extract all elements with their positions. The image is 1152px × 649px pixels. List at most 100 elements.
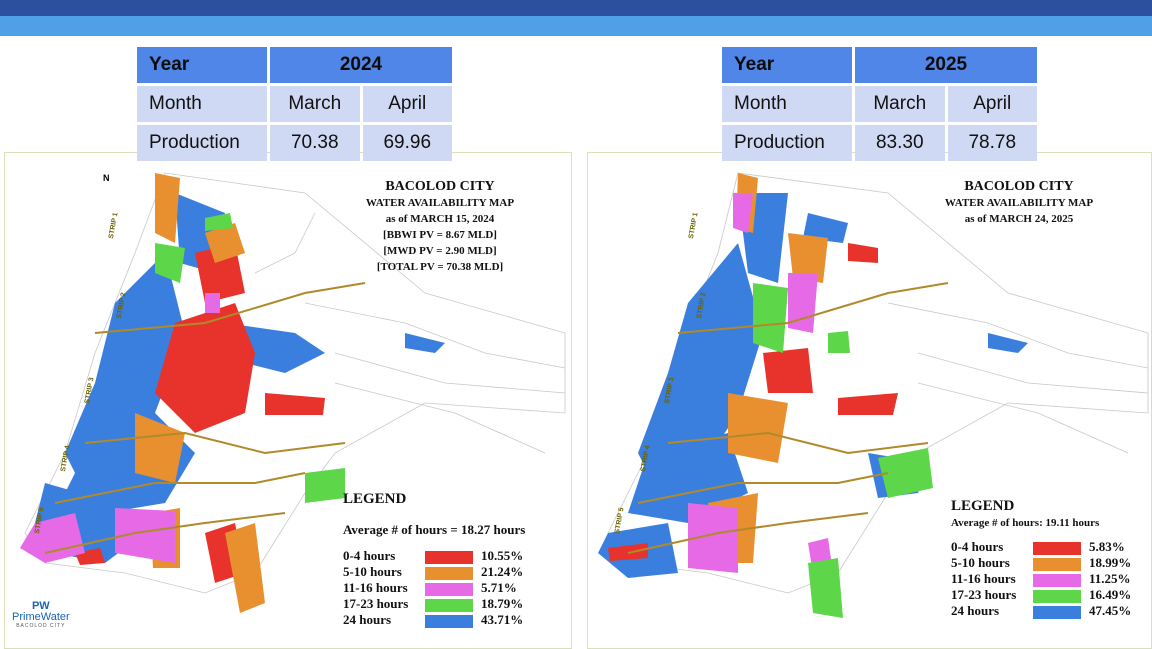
- production-april: 69.96: [362, 125, 452, 161]
- zone-blue: [638, 243, 763, 493]
- zone-magenta: [115, 508, 175, 563]
- zone-blue: [405, 333, 445, 353]
- legend-swatch: [425, 550, 473, 564]
- zone-green: [753, 283, 788, 353]
- legend-label: 17-23 hours: [951, 587, 1017, 602]
- month-april: April: [362, 86, 452, 122]
- legend-title: LEGEND: [951, 498, 1015, 514]
- legend: LEGEND Average # of hours: 19.11 hours 0…: [951, 498, 1131, 619]
- logo-sub: BACOLOD CITY: [16, 623, 66, 629]
- map-note: [BBWI PV = 8.67 MLD]: [383, 229, 497, 241]
- legend-swatch: [1033, 541, 1081, 555]
- header-band-light: [0, 16, 1152, 36]
- table-row-month: Month March April: [722, 86, 1037, 122]
- month-label: Month: [137, 86, 267, 122]
- production-march: 70.38: [270, 125, 360, 161]
- production-table-2025: Year 2025 Month March April Production 8…: [719, 44, 1040, 164]
- zone-red: [763, 348, 813, 393]
- zone-orange: [788, 233, 828, 283]
- main-roads: [627, 282, 949, 554]
- legend-row: 11-16 hours 11.25%: [951, 571, 1131, 587]
- map-title: BACOLOD CITY: [385, 179, 495, 194]
- water-availability-map-2025: [598, 172, 1149, 618]
- legend-average: Average # of hours: 19.11 hours: [951, 517, 1100, 529]
- legend-row: 24 hours 47.45%: [951, 603, 1131, 619]
- legend-swatch: [1033, 557, 1081, 571]
- table-row-production: Production 70.38 69.96: [137, 125, 452, 161]
- month-march: March: [855, 86, 945, 122]
- legend-row: 24 hours 43.71%: [343, 612, 523, 628]
- month-label: Month: [722, 86, 852, 122]
- legend-percent: 16.49%: [1089, 587, 1132, 602]
- zone-blue: [803, 213, 848, 243]
- legend-label: 17-23 hours: [343, 596, 409, 611]
- map-date: as of MARCH 24, 2025: [964, 213, 1074, 225]
- table-row-year: Year 2025: [722, 47, 1037, 83]
- table-row-month: Month March April: [137, 86, 452, 122]
- zone-orange: [205, 223, 245, 263]
- legend-percent: 21.24%: [481, 564, 524, 579]
- zone-magenta: [205, 293, 220, 313]
- zone-magenta: [788, 273, 818, 333]
- map-title: BACOLOD CITY: [964, 179, 1074, 194]
- legend-label: 0-4 hours: [343, 548, 396, 563]
- production-april: 78.78: [947, 125, 1037, 161]
- zone-red: [838, 393, 898, 415]
- zone-orange: [225, 523, 265, 613]
- production-table-2024: Year 2024 Month March April Production 7…: [134, 44, 455, 164]
- legend-percent: 11.25%: [1089, 571, 1131, 586]
- zone-green: [808, 558, 843, 618]
- legend-label: 11-16 hours: [951, 571, 1016, 586]
- table-row-year: Year 2024: [137, 47, 452, 83]
- legend-swatch: [425, 614, 473, 628]
- legend-swatch: [425, 598, 473, 612]
- zone-red: [265, 393, 325, 415]
- main-roads: [44, 282, 366, 554]
- table-row-production: Production 83.30 78.78: [722, 125, 1037, 161]
- legend-percent: 5.83%: [1089, 539, 1125, 554]
- production-label: Production: [137, 125, 267, 161]
- zone-red: [848, 243, 878, 263]
- legend-title: LEGEND: [343, 491, 407, 507]
- water-availability-map-2024: [20, 172, 566, 613]
- primewater-logo: PW PrimeWater BACOLOD CITY: [12, 600, 70, 629]
- zone-magenta: [20, 513, 85, 563]
- legend-percent: 18.79%: [481, 596, 524, 611]
- map-note: [TOTAL PV = 70.38 MLD]: [376, 261, 504, 273]
- legend-label: 24 hours: [343, 612, 392, 627]
- map-subtitle: WATER AVAILABILITY MAP: [944, 197, 1094, 209]
- map-date: as of MARCH 15, 2024: [385, 213, 495, 225]
- legend-percent: 18.99%: [1089, 555, 1132, 570]
- legend-average: Average # of hours = 18.27 hours: [343, 522, 526, 537]
- legend-row: 0-4 hours 5.83%: [951, 539, 1131, 555]
- zone-orange: [728, 393, 788, 463]
- legend-percent: 5.71%: [481, 580, 517, 595]
- logo-name: PrimeWater: [12, 611, 70, 623]
- legend-table: 0-4 hours 10.55% 5-10 hours 21.24% 11-16 h…: [343, 548, 523, 628]
- legend-row: 17-23 hours 16.49%: [951, 587, 1131, 603]
- legend-swatch: [425, 582, 473, 596]
- zone-magenta: [733, 193, 753, 233]
- logo-mark: PW: [31, 600, 50, 612]
- legend: LEGEND Average # of hours = 18.27 hours …: [343, 491, 525, 628]
- zone-orange: [135, 413, 185, 483]
- header-band-dark: [0, 0, 1152, 16]
- zone-red: [195, 243, 245, 303]
- legend-swatch: [425, 566, 473, 580]
- production-label: Production: [722, 125, 852, 161]
- legend-label: 24 hours: [951, 603, 1000, 618]
- legend-swatch: [1033, 573, 1081, 587]
- zone-magenta: [688, 503, 738, 573]
- legend-row: 5-10 hours 18.99%: [951, 555, 1131, 571]
- map-note: [MWD PV = 2.90 MLD]: [383, 245, 497, 257]
- legend-row: 17-23 hours 18.79%: [343, 596, 523, 612]
- legend-swatch: [1033, 589, 1081, 603]
- month-march: March: [270, 86, 360, 122]
- legend-percent: 47.45%: [1089, 603, 1132, 618]
- legend-row: 11-16 hours 5.71%: [343, 580, 523, 596]
- year-label: Year: [722, 47, 852, 83]
- zone-orange: [155, 173, 180, 243]
- year-value: 2025: [855, 47, 1037, 83]
- legend-label: 5-10 hours: [951, 555, 1010, 570]
- map-title-block: BACOLOD CITY WATER AVAILABILITY MAP as o…: [924, 179, 1114, 227]
